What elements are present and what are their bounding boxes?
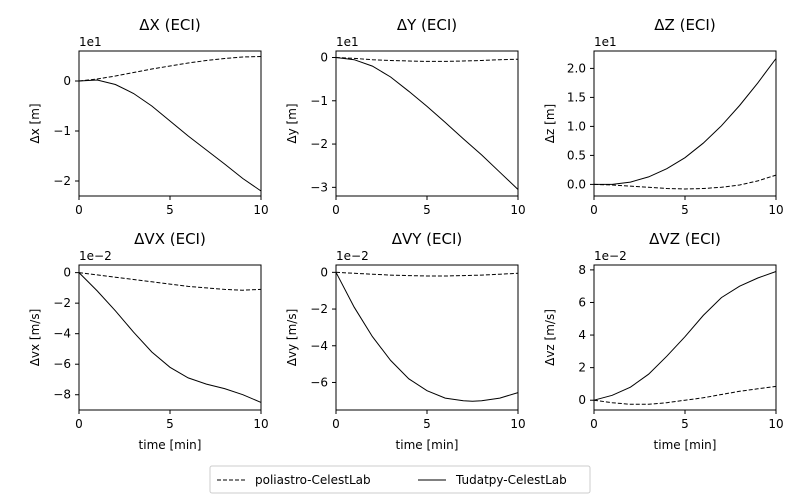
y-tick-label: 0 — [63, 266, 71, 280]
x-tick-label: 5 — [166, 417, 174, 431]
y-axis-label: Δx [m] — [28, 103, 42, 143]
y-tick-label: −3 — [310, 180, 328, 194]
y-tick-label: −6 — [53, 357, 71, 371]
axis-offset-label: 1e−2 — [79, 249, 112, 263]
series-line-poliastro — [593, 385, 777, 405]
y-axis-label: Δvz [m/s] — [543, 309, 557, 366]
y-tick-label: −8 — [53, 388, 71, 402]
axis-offset-label: 1e1 — [79, 35, 102, 49]
y-tick-label: 0 — [63, 74, 71, 88]
subplot-title: ΔVY (ECI) — [392, 230, 463, 248]
series-line-tudatpy — [335, 57, 519, 190]
series-line-poliastro — [593, 174, 777, 190]
series-line-poliastro — [335, 271, 519, 277]
y-tick-label: 2.0 — [567, 61, 586, 75]
x-tick-label: 10 — [510, 417, 525, 431]
series-line-tudatpy — [593, 271, 777, 401]
axis-offset-label: 1e1 — [594, 35, 617, 49]
series-line-poliastro — [78, 272, 262, 291]
y-tick-label: 4 — [578, 328, 586, 342]
subplot-title: ΔVZ (ECI) — [649, 230, 721, 248]
y-axis-label: Δvy [m/s] — [285, 309, 299, 367]
y-tick-label: 8 — [578, 263, 586, 277]
y-tick-label: 6 — [578, 295, 586, 309]
x-tick-label: 0 — [590, 203, 598, 217]
x-tick-label: 0 — [332, 417, 340, 431]
x-tick-label: 5 — [681, 203, 689, 217]
y-tick-label: −4 — [310, 339, 328, 353]
subplot-3: ΔZ (ECI) 1e1 0 5 10 0.0 0.5 1.0 1.5 2.0 Δz [m] — [543, 16, 784, 217]
y-tick-label: −6 — [310, 375, 328, 389]
subplot-1: ΔX (ECI) 1e1 0 5 10 −2 −1 0 Δx [m] — [28, 16, 269, 217]
legend-frame — [209, 465, 591, 494]
subplot-6: ΔVZ (ECI) 1e−2 0 5 10 0 2 4 6 8 Δvz [m/s] time [min… — [543, 230, 784, 452]
subplot-title: ΔVX (ECI) — [134, 230, 206, 248]
x-tick-label: 5 — [423, 417, 431, 431]
y-tick-label: 1.0 — [567, 119, 586, 133]
x-axis-label: time [min] — [654, 438, 717, 452]
axis-offset-label: 1e−2 — [594, 249, 627, 263]
y-tick-label: −2 — [310, 137, 328, 151]
x-tick-label: 0 — [75, 203, 83, 217]
series-line-tudatpy — [78, 79, 262, 192]
x-tick-label: 5 — [166, 203, 174, 217]
y-axis-label: Δz [m] — [543, 104, 557, 143]
x-tick-label: 0 — [332, 203, 340, 217]
legend-label-solid: Tudatpy-CelestLab — [455, 473, 567, 487]
y-tick-label: −1 — [53, 124, 71, 138]
legend: poliastro-CelestLab Tudatpy-CelestLab — [209, 465, 591, 494]
x-tick-label: 10 — [768, 203, 783, 217]
y-tick-label: 0.0 — [567, 177, 586, 191]
y-axis-label: Δy [m] — [285, 103, 299, 143]
y-tick-label: 0 — [320, 265, 328, 279]
y-tick-label: −2 — [53, 174, 71, 188]
y-tick-label: 0 — [578, 393, 586, 407]
legend-label-dashed: poliastro-CelestLab — [255, 473, 371, 487]
y-tick-label: −1 — [310, 94, 328, 108]
series-line-tudatpy — [335, 272, 519, 402]
x-tick-label: 10 — [510, 203, 525, 217]
subplot-title: ΔY (ECI) — [397, 16, 457, 34]
y-tick-label: 1.5 — [567, 90, 586, 104]
subplot-title: ΔX (ECI) — [139, 16, 200, 34]
x-tick-label: 10 — [253, 203, 268, 217]
axis-offset-label: 1e−2 — [336, 249, 369, 263]
series-line-poliastro — [78, 56, 262, 82]
x-tick-label: 5 — [423, 203, 431, 217]
axis-offset-label: 1e1 — [336, 35, 359, 49]
y-tick-label: 0 — [320, 50, 328, 64]
x-tick-label: 0 — [75, 417, 83, 431]
y-tick-label: −4 — [53, 327, 71, 341]
y-tick-label: 0.5 — [567, 148, 586, 162]
x-axis-label: time [min] — [139, 438, 202, 452]
series-line-tudatpy — [78, 272, 262, 403]
x-tick-label: 10 — [768, 417, 783, 431]
subplot-4: ΔVX (ECI) 1e−2 0 5 10 −8 −6 −4 −2 0 Δvx [m/s] time … — [28, 230, 269, 452]
x-axis-label: time [min] — [396, 438, 459, 452]
y-tick-label: 2 — [578, 361, 586, 375]
x-tick-label: 5 — [681, 417, 689, 431]
y-tick-label: −2 — [53, 296, 71, 310]
series-line-poliastro — [335, 57, 519, 62]
y-axis-label: Δvx [m/s] — [28, 309, 42, 367]
subplot-grid: ΔX (ECI) 1e1 0 5 10 −2 −1 0 Δx [m] ΔY (ECI) 1e1 0 5 1… — [28, 16, 784, 452]
subplot-title: ΔZ (ECI) — [654, 16, 715, 34]
y-tick-label: −2 — [310, 302, 328, 316]
x-tick-label: 0 — [590, 417, 598, 431]
subplot-5: ΔVY (ECI) 1e−2 0 5 10 −6 −4 −2 0 Δvy [m/s] time [m… — [285, 230, 526, 452]
series-line-tudatpy — [594, 58, 777, 185]
subplot-2: ΔY (ECI) 1e1 0 5 10 −3 −2 −1 0 Δy [m] — [285, 16, 526, 217]
x-tick-label: 10 — [253, 417, 268, 431]
